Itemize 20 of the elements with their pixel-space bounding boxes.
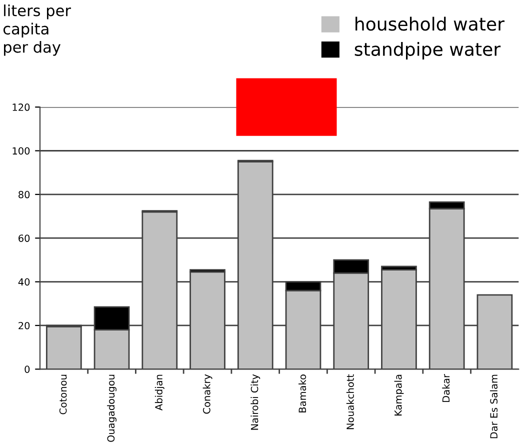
y-tick-label: 40 xyxy=(18,278,30,286)
x-tick-label: Dakar xyxy=(442,374,450,402)
x-tick-label: Cotonou xyxy=(59,374,67,414)
x-tick-label: Nairobi City xyxy=(250,374,260,430)
y-tick-label: 120 xyxy=(12,104,30,111)
x-tick-label: Kampala xyxy=(394,374,404,416)
x-tick-label: Bamako xyxy=(298,374,306,412)
y-tick-label: 100 xyxy=(12,147,30,155)
x-tick-label: Abidjan xyxy=(154,374,164,410)
x-tick-label: Nouakchott xyxy=(346,374,354,430)
y-tick-label: 0 xyxy=(24,366,30,373)
y-tick-label: 60 xyxy=(18,234,30,242)
x-tick-label: Dar Es Salam xyxy=(490,374,498,438)
y-tick-label: 20 xyxy=(18,322,30,330)
y-axis-title: liters per capita per day xyxy=(3,4,71,56)
y-tick-label: 80 xyxy=(18,190,30,198)
x-tick-label: Ouagadougou xyxy=(107,374,116,442)
x-tick-label: Conakry xyxy=(202,374,212,414)
legend-label: standpipe water xyxy=(354,42,501,60)
legend-label: household water xyxy=(356,16,504,31)
